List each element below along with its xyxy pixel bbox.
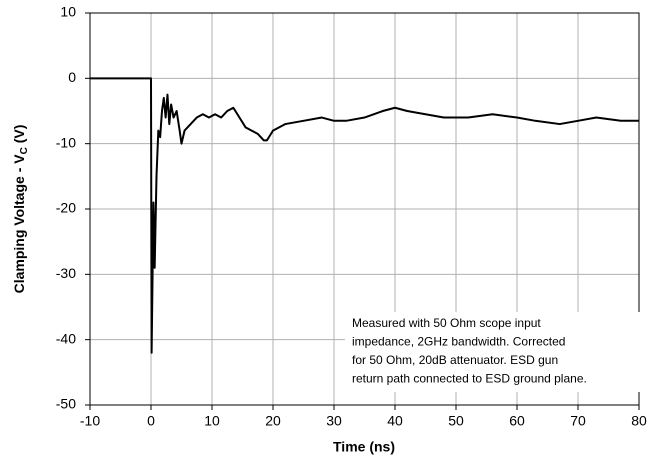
x-axis-label: Time (ns) — [333, 439, 395, 455]
x-tick-label: 20 — [265, 413, 281, 429]
y-axis-label-sub: C — [19, 147, 30, 154]
y-tick-label: -30 — [56, 265, 76, 281]
y-tick-label: 0 — [68, 69, 76, 85]
annotation: for 50 Ohm, 20dB attenuator. ESD gun — [352, 353, 558, 367]
x-tick-label: 80 — [631, 413, 647, 429]
plot-border — [89, 12, 640, 406]
annotation-box — [345, 312, 643, 392]
x-tick-label: 60 — [509, 413, 525, 429]
y-axis-label: Clamping Voltage - VC (V) — [11, 125, 30, 294]
data-line — [90, 77, 639, 354]
annotation: impedance, 2GHz bandwidth. Corrected — [352, 335, 565, 349]
y-tick-label: -10 — [56, 134, 76, 150]
annotation: Measured with 50 Ohm scope input — [352, 316, 541, 330]
y-tick-label: -20 — [56, 200, 76, 216]
y-axis-label-suffix: (V) — [11, 125, 27, 148]
y-axis-label-main: Clamping Voltage - V — [11, 154, 27, 294]
x-tick-label: 70 — [570, 413, 586, 429]
x-tick-label: 0 — [147, 413, 155, 429]
y-tick-label: 10 — [60, 4, 76, 20]
y-tick-label: -40 — [56, 330, 76, 346]
x-tick-label: 30 — [326, 413, 342, 429]
annotation: return path connected to ESD ground plan… — [352, 372, 587, 386]
x-tick-label: 40 — [387, 413, 403, 429]
x-tick-label: -10 — [80, 413, 100, 429]
x-tick-label: 50 — [448, 413, 464, 429]
x-tick-label: 10 — [204, 413, 220, 429]
y-tick-label: -50 — [56, 396, 76, 412]
